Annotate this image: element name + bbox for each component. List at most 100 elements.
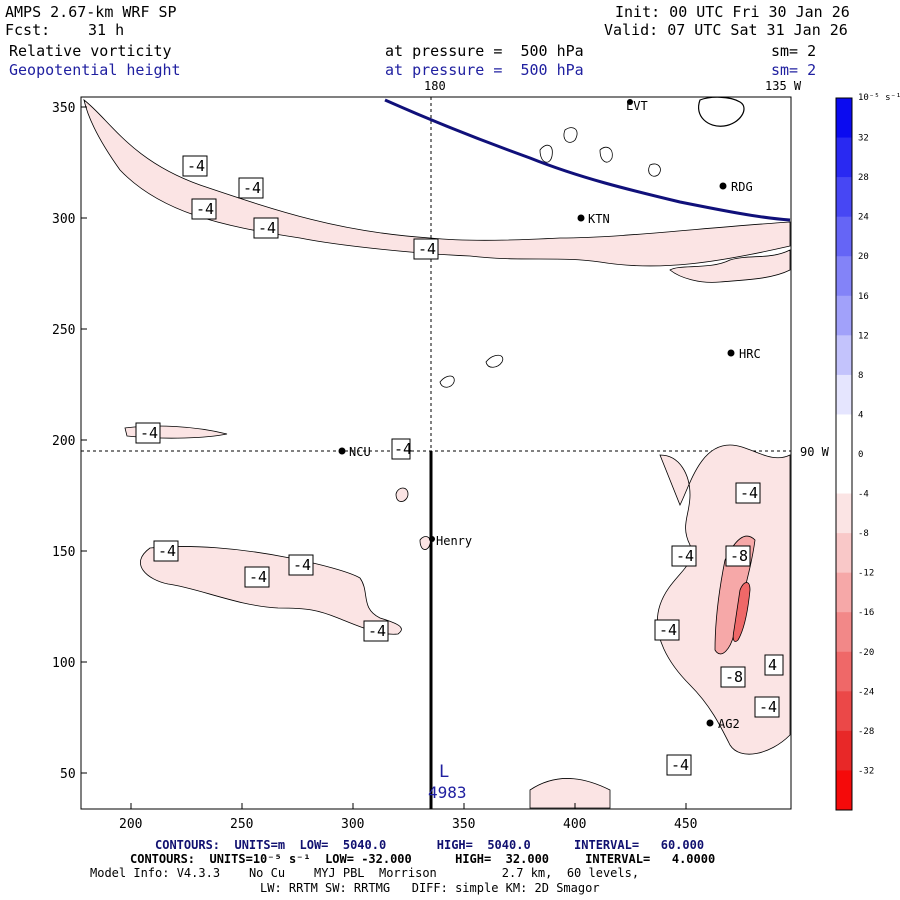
vorticity-patch <box>563 127 578 143</box>
colorbar-tick-label: -8 <box>858 529 869 539</box>
y-axis: 350 300 250 200 150 100 50 <box>52 101 87 782</box>
contour-label: 4 <box>764 654 784 676</box>
svg-text:-4: -4 <box>759 698 777 716</box>
colorbar-swatch <box>836 137 852 178</box>
colorbar-border <box>835 97 853 811</box>
field2-smoothing: sm= 2 <box>771 61 817 79</box>
low-height-value: 4983 <box>428 783 467 802</box>
colorbar-tick-label: 24 <box>858 213 869 223</box>
colorbar-swatch <box>836 454 852 495</box>
vorticity-patch <box>419 536 431 550</box>
svg-text:-4: -4 <box>196 200 214 218</box>
y-tick: 100 <box>52 656 75 671</box>
contour-label: -4 <box>671 545 697 567</box>
x-tick: 200 <box>119 817 142 832</box>
footer-vorticity-contours: CONTOURS: UNITS=10⁻⁵ s⁻¹ LOW= -32.000 HI… <box>130 852 716 866</box>
colorbar-swatch <box>836 374 852 415</box>
y-tick: 250 <box>52 323 75 338</box>
height-contour-5040 <box>384 98 791 222</box>
lon-label-135w: 135 W <box>765 79 802 93</box>
colorbar-tick-label: 8 <box>858 371 863 381</box>
vorticity-patch-south <box>529 778 611 809</box>
forecast-hour: 31 h <box>88 21 125 39</box>
vorticity-patch <box>485 354 504 368</box>
footer-physics-info: LW: RRTM SW: RRTMG DIFF: simple KM: 2D S… <box>260 881 600 895</box>
colorbar-tick-label: 4 <box>858 410 863 420</box>
colorbar-swatch <box>836 493 852 534</box>
svg-text:-4: -4 <box>418 240 436 258</box>
colorbar-tick-label: -16 <box>858 608 874 618</box>
svg-text:-8: -8 <box>725 668 743 686</box>
station-label-ag2: AG2 <box>718 717 740 731</box>
field1-level: at pressure = 500 hPa <box>385 42 584 60</box>
colorbar-swatch <box>836 533 852 574</box>
colorbar: 10⁻⁵ s⁻¹ 32 28 24 20 16 12 8 4 0 -4 -8 -12 -16 -20 -24… <box>835 93 900 811</box>
vorticity-core-inner <box>732 582 751 642</box>
contour-label: -8 <box>725 545 751 567</box>
y-tick: 50 <box>60 767 76 782</box>
station-marker-lvt <box>627 99 633 105</box>
contour-label: -4 <box>135 422 161 444</box>
svg-text:-4: -4 <box>293 556 311 574</box>
svg-text:-4: -4 <box>140 424 158 442</box>
colorbar-swatch <box>836 98 852 139</box>
y-tick: 350 <box>52 101 75 116</box>
field2-name: Geopotential height <box>9 61 181 79</box>
contour-label: -4 <box>654 619 680 641</box>
station-label-ncu: NCU <box>349 445 371 459</box>
colorbar-swatch <box>836 177 852 218</box>
colorbar-tick-label: -28 <box>858 727 874 737</box>
contour-label: -4 <box>363 620 389 642</box>
footer-model-info: Model Info: V4.3.3 No Cu MYJ PBL Morriso… <box>90 866 640 880</box>
model-title: AMPS 2.67-km WRF SP <box>5 3 177 21</box>
svg-text:-4: -4 <box>676 547 694 565</box>
colorbar-tick-label: 28 <box>858 173 869 183</box>
contour-label: -4 <box>191 198 217 220</box>
svg-text:-4: -4 <box>249 568 267 586</box>
colorbar-tick-label: 32 <box>858 134 869 144</box>
contour-label: -4 <box>153 540 179 562</box>
colorbar-swatch <box>836 572 852 613</box>
x-tick: 400 <box>563 817 586 832</box>
contour-label: -4 <box>182 155 208 177</box>
contour-label: -4 <box>735 482 761 504</box>
colorbar-swatch <box>836 612 852 653</box>
svg-text:-4: -4 <box>258 219 276 237</box>
x-tick: 450 <box>674 817 697 832</box>
contour-label: -4 <box>253 217 279 239</box>
colorbar-swatch <box>836 770 852 811</box>
svg-text:-4: -4 <box>368 622 386 640</box>
contour-label: -4 <box>391 438 412 460</box>
colorbar-tick-label: -24 <box>858 687 874 697</box>
svg-text:-4: -4 <box>243 179 261 197</box>
x-tick: 250 <box>230 817 253 832</box>
field1-name: Relative vorticity <box>9 42 172 60</box>
svg-text:4: 4 <box>768 656 777 674</box>
station-marker-hrc <box>727 349 735 357</box>
lon-label-180: 180 <box>424 79 446 93</box>
svg-text:-4: -4 <box>671 756 689 774</box>
station-label-ktn: KTN <box>588 212 610 226</box>
colorbar-swatch <box>836 256 852 297</box>
vorticity-patch <box>648 163 661 177</box>
init-time: Init: 00 UTC Fri 30 Jan 26 <box>615 3 850 21</box>
contour-label: -4 <box>244 566 270 588</box>
contour-labels: -4 -4 -4 -4 -4 -4 -4 -4 -4 -4 -4 -4 -4 -… <box>135 155 784 776</box>
colorbar-swatch <box>836 216 852 257</box>
colorbar-swatch <box>836 295 852 336</box>
y-tick: 300 <box>52 212 75 227</box>
vorticity-patch <box>599 146 613 163</box>
svg-text:-4: -4 <box>158 542 176 560</box>
vorticity-patch <box>539 144 553 163</box>
colorbar-tick-label: -20 <box>858 648 874 658</box>
station-label-rdg: RDG <box>731 180 753 194</box>
footer-height-contours: CONTOURS: UNITS=m LOW= 5040.0 HIGH= 5040… <box>155 838 705 852</box>
colorbar-swatch <box>836 414 852 455</box>
field2-level: at pressure = 500 hPa <box>385 61 584 79</box>
x-axis: 200 250 300 350 400 450 <box>119 803 697 832</box>
svg-text:-4: -4 <box>187 157 205 175</box>
colorbar-swatch <box>836 691 852 732</box>
x-tick: 350 <box>452 817 475 832</box>
x-tick: 300 <box>341 817 364 832</box>
